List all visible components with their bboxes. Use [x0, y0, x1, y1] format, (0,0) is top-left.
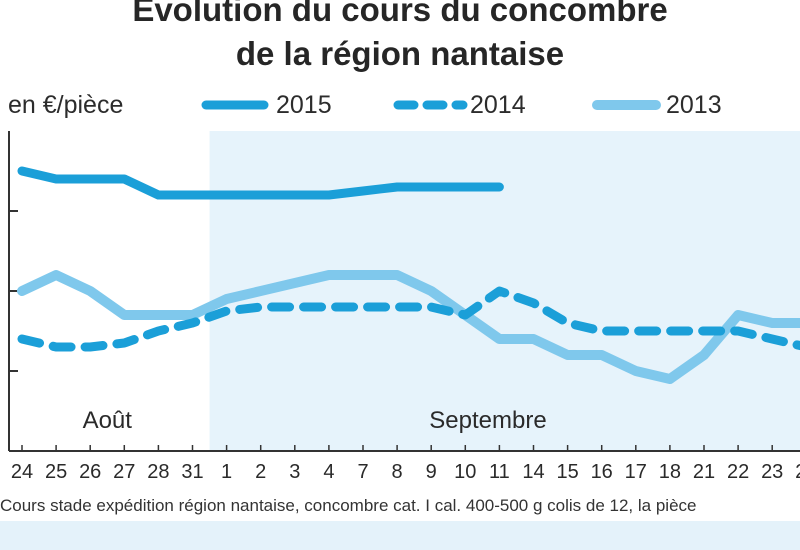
period-label-septembre: Septembre — [429, 407, 546, 434]
x-tick-label: 4 — [323, 461, 334, 483]
x-tick-label: 18 — [659, 461, 681, 483]
x-tick-label: 24 — [11, 461, 33, 483]
legend: en €/pièce 2015 2014 2013 — [0, 88, 800, 124]
chart-series — [17, 166, 800, 384]
chart-subtitle: de la région nantaise — [235, 35, 565, 72]
x-tick-label: 26 — [79, 461, 101, 483]
x-tick-label: 23 — [761, 461, 783, 483]
chart-axes — [8, 131, 800, 452]
x-tick-label: 24 — [795, 461, 800, 483]
x-tick-label: 21 — [693, 461, 715, 483]
x-tick-label: 16 — [591, 461, 613, 483]
legend-label-2014: 2014 — [470, 91, 526, 119]
x-tick-label: 8 — [392, 461, 403, 483]
x-tick-label: 9 — [426, 461, 437, 483]
chart-plot: 2425262728311234789101114151617182122232… — [8, 131, 800, 483]
x-tick-label: 28 — [147, 461, 169, 483]
chart-caption: Cours stade expédition région nantaise, … — [0, 496, 697, 515]
y-axis-unit-label: en €/pièce — [8, 91, 124, 119]
x-tick-label: 10 — [454, 461, 476, 483]
legend-label-2015: 2015 — [276, 91, 332, 119]
series-line-2015 — [17, 166, 504, 200]
x-tick-label: 31 — [181, 461, 203, 483]
x-tick-label: 3 — [289, 461, 300, 483]
chart-title: Evolution du cours du concombre — [132, 0, 668, 28]
bottom-band — [0, 521, 800, 550]
x-tick-label: 17 — [625, 461, 647, 483]
x-tick-label: 7 — [357, 461, 368, 483]
x-tick-label: 15 — [556, 461, 578, 483]
x-tick-label: 11 — [489, 461, 510, 483]
x-tick-label: 22 — [727, 461, 749, 483]
x-tick-labels: 2425262728311234789101114151617182122232… — [11, 461, 800, 483]
chart-title-block: Evolution du cours du concombre de la ré… — [0, 0, 800, 76]
legend-label-2013: 2013 — [666, 91, 722, 119]
x-tick-label: 25 — [45, 461, 67, 483]
series-line-2014 — [17, 286, 800, 352]
series-line-2013 — [17, 270, 800, 384]
legend-swatches — [201, 100, 661, 110]
x-tick-label: 27 — [113, 461, 135, 483]
x-tick-label: 14 — [522, 461, 544, 483]
x-tick-label: 1 — [221, 461, 232, 483]
period-label-aout: Août — [83, 407, 133, 434]
x-tick-label: 2 — [255, 461, 266, 483]
